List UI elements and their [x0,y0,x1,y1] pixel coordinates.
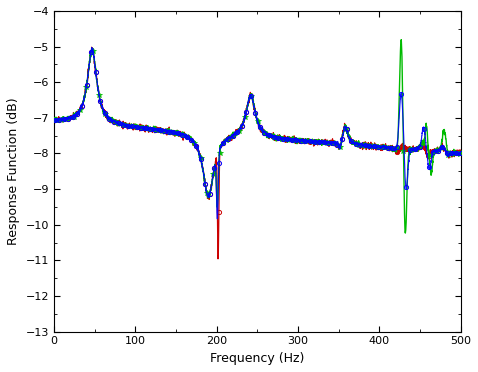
Y-axis label: Response Function (dB): Response Function (dB) [7,97,20,245]
X-axis label: Frequency (Hz): Frequency (Hz) [210,352,304,365]
